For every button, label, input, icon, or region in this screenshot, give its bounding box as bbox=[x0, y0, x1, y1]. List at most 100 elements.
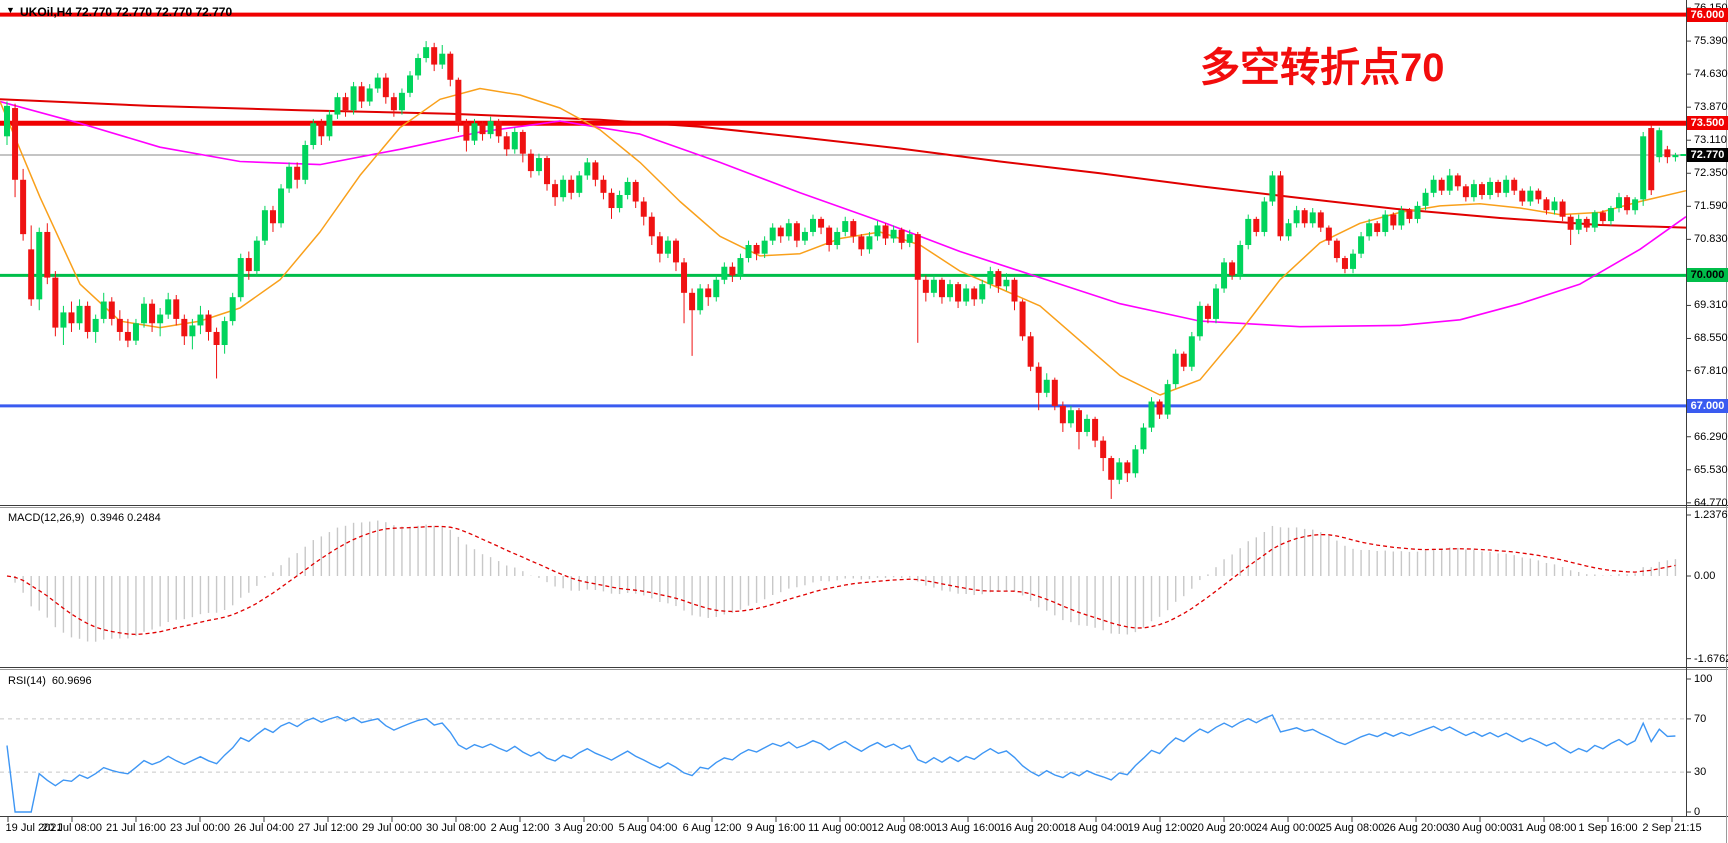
candle-body bbox=[1430, 179, 1437, 193]
candle-body bbox=[1664, 149, 1671, 158]
macd-axis-label: 1.2376 bbox=[1694, 508, 1728, 521]
chart-annotation-text[interactable]: 多空转折点70 bbox=[1200, 46, 1445, 90]
candle-body bbox=[624, 181, 631, 195]
candle-body bbox=[1640, 136, 1647, 200]
price-tag-73.500[interactable]: 73.500 bbox=[1687, 116, 1728, 131]
candle-body bbox=[858, 236, 865, 250]
candle-body bbox=[1108, 458, 1115, 480]
candle-body bbox=[1414, 205, 1421, 219]
candle-body bbox=[1084, 418, 1091, 432]
candle-body bbox=[1358, 236, 1365, 254]
date-label: 26 Aug 20:00 bbox=[1383, 822, 1449, 834]
candle-body bbox=[1027, 336, 1034, 367]
candle-body bbox=[92, 318, 99, 332]
candle-body bbox=[100, 301, 107, 319]
candle-body bbox=[221, 321, 228, 345]
candle-body bbox=[4, 105, 10, 137]
candle-body bbox=[930, 279, 937, 293]
candle-body bbox=[1221, 262, 1228, 289]
price-axis-label: 69.310 bbox=[1694, 299, 1728, 312]
candle-body bbox=[1527, 190, 1534, 202]
date-label: 12 Aug 08:00 bbox=[871, 822, 937, 834]
date-label: 6 Aug 12:00 bbox=[682, 822, 742, 834]
candle-body bbox=[1035, 366, 1042, 393]
candle-body bbox=[1454, 175, 1461, 187]
candle-body bbox=[455, 79, 462, 124]
candle-body bbox=[358, 86, 365, 102]
date-label: 2 Aug 12:00 bbox=[490, 822, 550, 834]
candle-body bbox=[1559, 201, 1566, 217]
candle-body bbox=[1446, 175, 1453, 191]
candle-body bbox=[1470, 184, 1477, 198]
candle-body bbox=[36, 231, 43, 300]
date-label: 24 Aug 00:00 bbox=[1255, 822, 1321, 834]
date-label: 13 Aug 16:00 bbox=[935, 822, 1001, 834]
candle-body bbox=[1591, 212, 1598, 228]
candle-body bbox=[1269, 175, 1276, 202]
candle-body bbox=[1333, 240, 1340, 259]
candle-body bbox=[1511, 179, 1518, 191]
candle-body bbox=[890, 229, 897, 239]
candle-body bbox=[1245, 218, 1252, 245]
candle-body bbox=[987, 271, 994, 285]
candle-body bbox=[737, 258, 744, 276]
candle-body bbox=[511, 131, 518, 150]
price-axis-label: 70.830 bbox=[1694, 233, 1728, 246]
candle-body bbox=[608, 192, 615, 209]
candle-body bbox=[1406, 210, 1413, 219]
candle-body bbox=[326, 114, 333, 137]
candle-body bbox=[431, 47, 438, 65]
candle-body bbox=[1495, 181, 1502, 193]
price-axis-label: 73.110 bbox=[1694, 134, 1727, 147]
candle-body bbox=[68, 312, 75, 324]
price-tag-70.000[interactable]: 70.000 bbox=[1687, 268, 1728, 283]
candle-body bbox=[1148, 401, 1155, 428]
candle-body bbox=[938, 279, 945, 298]
candle-body bbox=[205, 314, 212, 332]
candle-body bbox=[801, 231, 808, 241]
candle-body bbox=[1261, 201, 1268, 232]
candle-body bbox=[1043, 379, 1050, 393]
candle-body bbox=[302, 145, 309, 180]
candle-body bbox=[656, 236, 663, 254]
macd-values: 0.3946 0.2484 bbox=[90, 512, 161, 524]
candle-body bbox=[1003, 279, 1010, 287]
price-axis-label: 74.630 bbox=[1694, 68, 1728, 81]
date-label: 2 Sep 21:15 bbox=[1642, 822, 1702, 834]
candle-body bbox=[1382, 214, 1389, 232]
candle-body bbox=[664, 240, 671, 254]
candle-body bbox=[463, 123, 470, 141]
candle-body bbox=[415, 58, 422, 76]
ma-slow-red bbox=[0, 98, 1687, 229]
price-tag-67.000[interactable]: 67.000 bbox=[1687, 398, 1728, 413]
candle-body bbox=[1519, 190, 1526, 202]
candle-body bbox=[1462, 186, 1469, 198]
candle-body bbox=[1374, 223, 1381, 232]
price-tag-72.770[interactable]: 72.770 bbox=[1687, 148, 1728, 162]
candle-body bbox=[535, 158, 542, 172]
candle-body bbox=[1583, 218, 1590, 228]
date-label: 20 Jul 08:00 bbox=[42, 822, 102, 834]
candle-body bbox=[1648, 128, 1655, 191]
candle-body bbox=[108, 301, 115, 319]
date-label: 1 Sep 16:00 bbox=[1578, 822, 1638, 834]
candle-body bbox=[503, 136, 510, 150]
candle-body bbox=[1140, 427, 1147, 450]
candle-body bbox=[1309, 212, 1316, 224]
candle-body bbox=[640, 201, 647, 217]
price-tag-76.000[interactable]: 76.000 bbox=[1687, 7, 1728, 22]
candle-body bbox=[213, 331, 220, 345]
rsi-axis-label: 30 bbox=[1694, 766, 1707, 779]
candle-body bbox=[261, 210, 268, 241]
symbol-marker-icon: ▼ bbox=[6, 5, 15, 15]
candle-body bbox=[729, 266, 736, 276]
date-label: 9 Aug 16:00 bbox=[746, 822, 806, 834]
candle-body bbox=[76, 305, 83, 324]
candle-body bbox=[576, 175, 583, 193]
date-label: 19 Aug 12:00 bbox=[1127, 822, 1193, 834]
date-label: 3 Aug 20:00 bbox=[554, 822, 614, 834]
candle-body bbox=[898, 229, 905, 243]
candle-body bbox=[52, 277, 59, 328]
